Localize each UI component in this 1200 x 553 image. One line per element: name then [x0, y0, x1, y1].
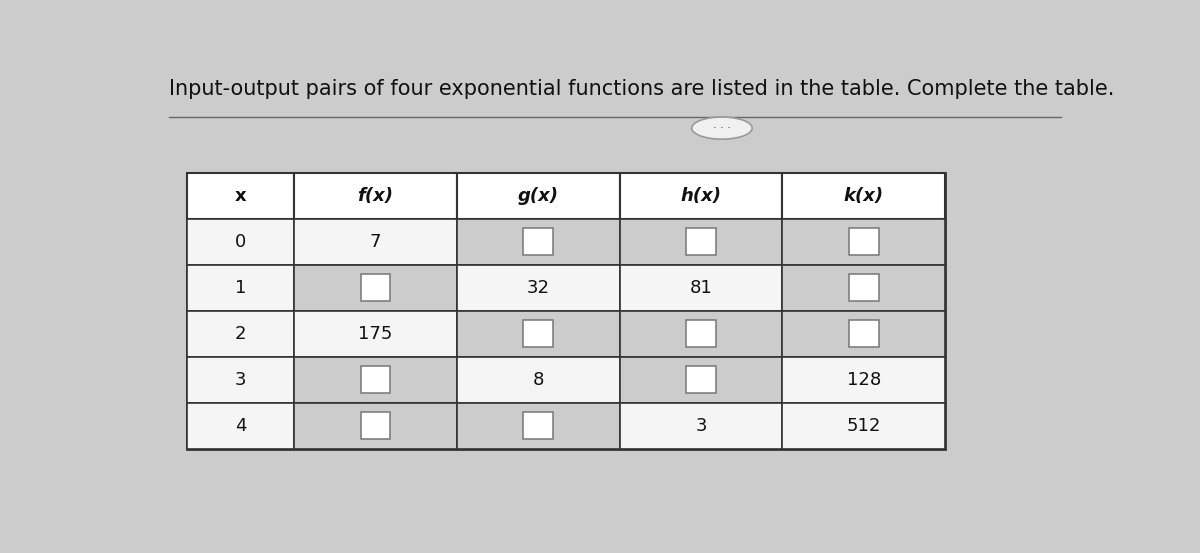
- FancyBboxPatch shape: [848, 274, 878, 301]
- FancyBboxPatch shape: [361, 367, 390, 393]
- Text: 1: 1: [235, 279, 246, 297]
- FancyBboxPatch shape: [457, 265, 619, 311]
- Text: 2: 2: [235, 325, 246, 343]
- FancyBboxPatch shape: [619, 173, 782, 219]
- FancyBboxPatch shape: [619, 265, 782, 311]
- FancyBboxPatch shape: [187, 403, 294, 448]
- FancyBboxPatch shape: [619, 311, 782, 357]
- FancyBboxPatch shape: [294, 219, 457, 265]
- FancyBboxPatch shape: [457, 219, 619, 265]
- FancyBboxPatch shape: [294, 357, 457, 403]
- FancyBboxPatch shape: [187, 357, 294, 403]
- FancyBboxPatch shape: [187, 173, 946, 448]
- Text: Input-output pairs of four exponential functions are listed in the table. Comple: Input-output pairs of four exponential f…: [168, 79, 1114, 99]
- FancyBboxPatch shape: [782, 357, 946, 403]
- Text: 128: 128: [847, 371, 881, 389]
- FancyBboxPatch shape: [457, 403, 619, 448]
- FancyBboxPatch shape: [294, 265, 457, 311]
- Text: x: x: [235, 187, 246, 205]
- FancyBboxPatch shape: [187, 219, 294, 265]
- Text: 7: 7: [370, 233, 382, 251]
- FancyBboxPatch shape: [457, 173, 619, 219]
- FancyBboxPatch shape: [361, 413, 390, 439]
- FancyBboxPatch shape: [523, 228, 553, 255]
- FancyBboxPatch shape: [848, 320, 878, 347]
- Text: · · ·: · · ·: [713, 123, 731, 133]
- Text: k(x): k(x): [844, 187, 884, 205]
- FancyBboxPatch shape: [457, 357, 619, 403]
- FancyBboxPatch shape: [782, 311, 946, 357]
- FancyBboxPatch shape: [523, 413, 553, 439]
- FancyBboxPatch shape: [294, 403, 457, 448]
- Text: h(x): h(x): [680, 187, 721, 205]
- Text: g(x): g(x): [517, 187, 559, 205]
- FancyBboxPatch shape: [686, 367, 716, 393]
- FancyBboxPatch shape: [782, 219, 946, 265]
- Text: 81: 81: [690, 279, 713, 297]
- FancyBboxPatch shape: [457, 311, 619, 357]
- Text: 3: 3: [695, 417, 707, 435]
- FancyBboxPatch shape: [361, 274, 390, 301]
- FancyBboxPatch shape: [294, 311, 457, 357]
- Text: 4: 4: [235, 417, 246, 435]
- Text: 0: 0: [235, 233, 246, 251]
- FancyBboxPatch shape: [782, 403, 946, 448]
- FancyBboxPatch shape: [782, 265, 946, 311]
- FancyBboxPatch shape: [187, 173, 294, 219]
- FancyBboxPatch shape: [619, 219, 782, 265]
- FancyBboxPatch shape: [187, 311, 294, 357]
- Ellipse shape: [691, 117, 752, 139]
- Text: 8: 8: [533, 371, 544, 389]
- Text: 512: 512: [846, 417, 881, 435]
- FancyBboxPatch shape: [619, 357, 782, 403]
- FancyBboxPatch shape: [294, 173, 457, 219]
- Text: 32: 32: [527, 279, 550, 297]
- Text: 3: 3: [235, 371, 246, 389]
- FancyBboxPatch shape: [848, 228, 878, 255]
- FancyBboxPatch shape: [619, 403, 782, 448]
- FancyBboxPatch shape: [686, 228, 716, 255]
- Text: 175: 175: [359, 325, 392, 343]
- Text: f(x): f(x): [358, 187, 394, 205]
- FancyBboxPatch shape: [782, 173, 946, 219]
- FancyBboxPatch shape: [523, 320, 553, 347]
- FancyBboxPatch shape: [187, 265, 294, 311]
- FancyBboxPatch shape: [686, 320, 716, 347]
